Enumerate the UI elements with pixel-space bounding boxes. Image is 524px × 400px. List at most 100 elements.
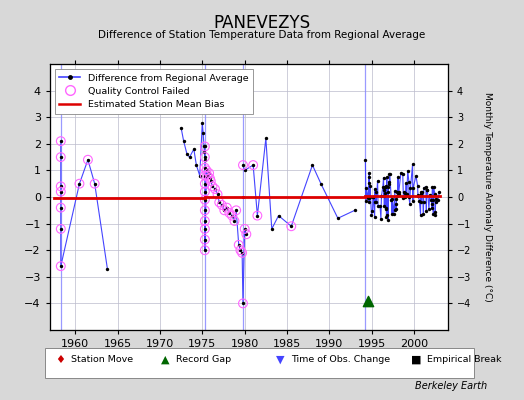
Point: [384, 189, 392, 195]
Point: [201, 164, 209, 171]
Point: [241, 226, 249, 232]
Point: [232, 207, 241, 214]
Point: [418, 189, 427, 195]
Point: [366, 194, 374, 200]
Point: [190, 146, 198, 152]
Point: [239, 300, 247, 306]
Point: [57, 138, 65, 144]
Point: [249, 162, 257, 168]
Point: [91, 180, 99, 187]
Point: [232, 207, 241, 214]
Point: [215, 199, 223, 206]
Point: [57, 204, 65, 211]
Point: [431, 196, 440, 203]
Point: [392, 206, 401, 212]
Point: [429, 184, 438, 190]
Text: Time of Obs. Change: Time of Obs. Change: [291, 356, 390, 364]
Point: [202, 167, 211, 174]
Point: [397, 170, 405, 176]
Point: [377, 193, 386, 199]
Point: [308, 162, 316, 168]
Point: [217, 202, 226, 208]
Point: [403, 167, 412, 174]
Point: [192, 162, 201, 168]
Point: [405, 194, 413, 200]
Point: [201, 207, 209, 214]
Point: [91, 180, 99, 187]
Point: [415, 197, 423, 204]
Point: [242, 231, 250, 238]
Point: [57, 226, 65, 232]
Point: [208, 183, 216, 190]
Point: [365, 180, 373, 186]
Point: [385, 179, 393, 185]
Point: [384, 217, 392, 224]
Point: [422, 184, 430, 190]
Point: [287, 223, 296, 230]
Point: [422, 208, 431, 214]
Point: [385, 181, 394, 188]
Point: [401, 190, 410, 196]
Point: [205, 170, 213, 176]
Point: [365, 170, 374, 176]
Point: [185, 154, 194, 160]
Point: [223, 204, 231, 211]
Point: [374, 202, 383, 209]
Point: [200, 143, 208, 150]
Point: [423, 186, 432, 193]
Point: [201, 156, 209, 163]
Point: [179, 138, 188, 144]
Point: [201, 236, 209, 243]
Point: [393, 193, 401, 199]
Point: [383, 211, 391, 218]
Point: [370, 213, 379, 220]
Point: [253, 212, 261, 219]
Point: [380, 193, 388, 199]
Point: [362, 198, 370, 204]
Point: [363, 298, 372, 304]
Point: [414, 192, 422, 198]
Point: [429, 197, 437, 204]
Point: [434, 197, 442, 203]
Point: [391, 206, 399, 213]
Point: [57, 204, 65, 211]
Point: [383, 214, 391, 220]
Point: [367, 212, 376, 218]
Point: [381, 184, 389, 190]
Point: [334, 215, 342, 222]
Point: [201, 188, 209, 195]
Point: [287, 223, 296, 230]
Point: [431, 191, 439, 198]
Point: [225, 210, 234, 216]
Point: [201, 218, 209, 224]
Point: [386, 170, 394, 177]
Point: [201, 172, 209, 179]
Point: [183, 151, 191, 158]
Point: [385, 171, 394, 177]
Point: [431, 209, 439, 216]
Point: [431, 212, 440, 218]
Point: [201, 180, 209, 187]
Point: [369, 194, 378, 200]
Point: [380, 203, 388, 209]
Point: [417, 189, 425, 196]
Point: [275, 212, 283, 219]
Point: [57, 263, 65, 269]
Point: [201, 196, 209, 203]
Point: [206, 178, 215, 184]
Point: [220, 207, 228, 214]
Point: [414, 193, 422, 199]
Point: [417, 212, 425, 218]
Point: [365, 195, 374, 202]
Point: [201, 196, 209, 203]
Point: [401, 194, 410, 200]
Point: [84, 156, 92, 163]
Point: [401, 191, 410, 197]
Point: [429, 211, 438, 217]
Point: [361, 156, 369, 163]
Point: [380, 184, 389, 191]
Point: [405, 178, 413, 185]
Point: [213, 191, 222, 198]
Point: [239, 162, 247, 168]
Point: [253, 212, 261, 219]
